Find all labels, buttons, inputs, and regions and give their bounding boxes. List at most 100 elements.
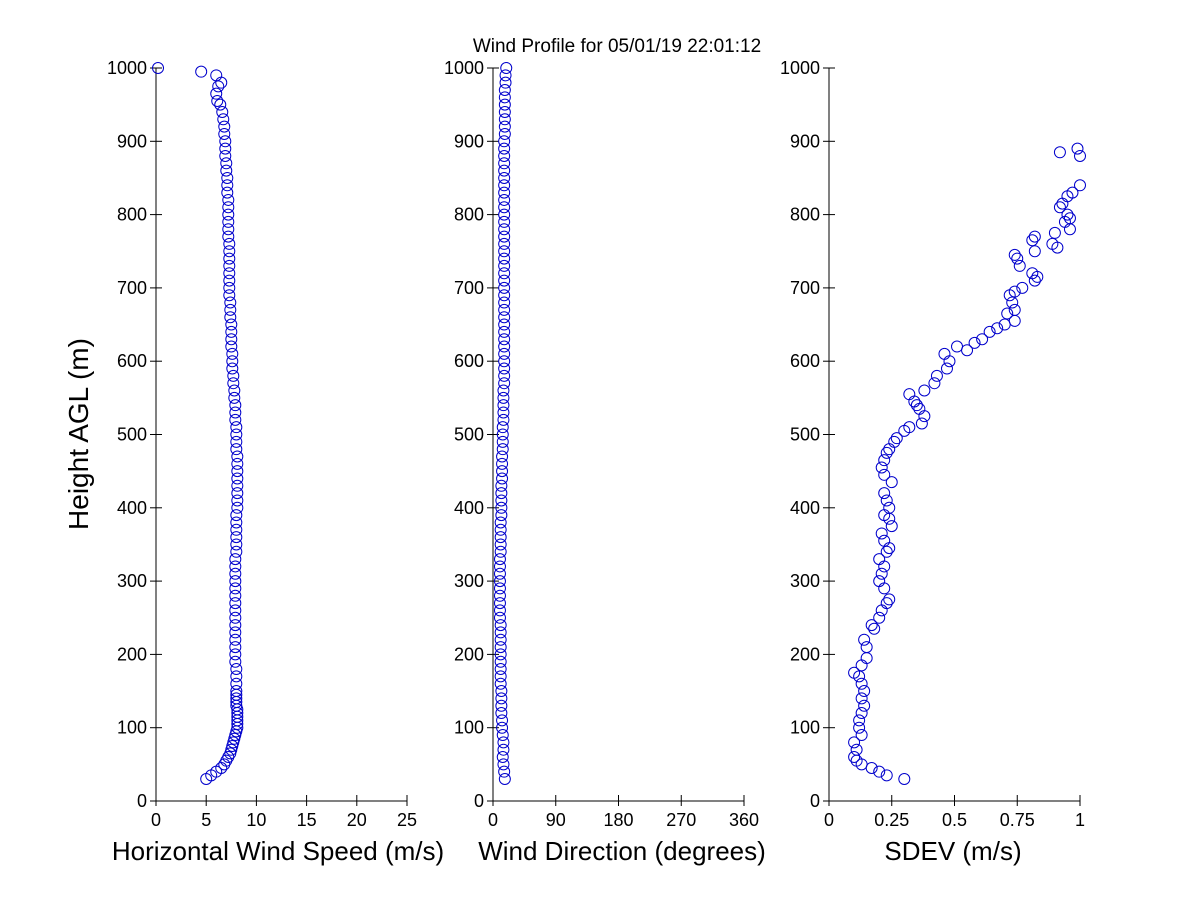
data-point xyxy=(497,413,510,426)
x-tick-label: 270 xyxy=(666,810,696,830)
y-tick-label: 700 xyxy=(790,278,820,298)
y-tick-label: 0 xyxy=(137,791,147,811)
data-point xyxy=(493,575,506,588)
data-point xyxy=(494,531,507,544)
data-point xyxy=(1048,226,1061,239)
data-point xyxy=(853,721,866,734)
data-point xyxy=(848,666,861,679)
data-point xyxy=(225,333,238,346)
data-point xyxy=(878,582,891,595)
data-point xyxy=(875,604,888,617)
data-point xyxy=(496,721,509,734)
data-point xyxy=(880,446,893,459)
data-point xyxy=(498,179,511,192)
data-point xyxy=(498,149,511,162)
data-point xyxy=(1008,285,1021,298)
data-point xyxy=(222,208,235,221)
data-point xyxy=(498,223,511,236)
data-point xyxy=(229,648,242,661)
data-point xyxy=(231,450,244,463)
data-point xyxy=(211,94,224,107)
data-point xyxy=(498,171,511,184)
data-point xyxy=(498,113,511,126)
data-point xyxy=(230,677,243,690)
data-point xyxy=(496,428,509,441)
data-point xyxy=(880,769,893,782)
data-point xyxy=(220,164,233,177)
data-point xyxy=(498,142,511,155)
data-point xyxy=(938,347,951,360)
data-point xyxy=(1028,245,1041,258)
data-point xyxy=(226,347,239,360)
data-point xyxy=(494,523,507,536)
data-point xyxy=(930,369,943,382)
data-point xyxy=(220,157,233,170)
data-point xyxy=(875,527,888,540)
data-point xyxy=(228,732,241,745)
data-point xyxy=(848,751,861,764)
data-point xyxy=(496,472,509,485)
data-point xyxy=(494,516,507,529)
data-point xyxy=(224,296,237,309)
data-point xyxy=(493,553,506,566)
data-point xyxy=(224,311,237,324)
data-point xyxy=(210,69,223,82)
x-tick-label: 0.75 xyxy=(1000,810,1035,830)
data-point xyxy=(498,369,511,382)
data-point xyxy=(1028,230,1041,243)
data-point xyxy=(229,655,242,668)
data-point xyxy=(495,479,508,492)
data-point xyxy=(850,743,863,756)
y-tick-label: 800 xyxy=(117,205,147,225)
y-tick-label: 300 xyxy=(790,571,820,591)
data-point xyxy=(883,443,896,456)
data-point xyxy=(212,80,225,93)
data-point xyxy=(230,685,243,698)
x-tick-label: 0.5 xyxy=(942,810,967,830)
data-point xyxy=(855,707,868,720)
data-point xyxy=(910,399,923,412)
panel-3: 0 100 200 300 400 500 600 700 800 900 1000 0 0.25 0.5… xyxy=(780,58,1086,866)
data-point xyxy=(496,457,509,470)
data-point xyxy=(498,311,511,324)
data-point xyxy=(498,274,511,287)
data-point xyxy=(495,699,508,712)
data-point xyxy=(494,648,507,661)
data-point xyxy=(216,105,229,118)
data-point xyxy=(493,604,506,617)
data-point xyxy=(229,633,242,646)
data-point xyxy=(903,421,916,434)
data-point xyxy=(853,714,866,727)
data-point xyxy=(878,487,891,500)
y-tick-label: 900 xyxy=(454,131,484,151)
data-point xyxy=(991,322,1004,335)
data-point xyxy=(888,435,901,448)
data-point xyxy=(983,325,996,338)
data-point xyxy=(493,597,506,610)
data-point xyxy=(498,333,511,346)
data-point xyxy=(875,567,888,580)
data-point xyxy=(497,736,510,749)
data-point xyxy=(497,399,510,412)
data-point xyxy=(229,553,242,566)
data-point xyxy=(152,62,165,74)
data-point xyxy=(231,457,244,470)
data-point xyxy=(230,663,243,676)
data-point xyxy=(496,465,509,478)
data-point xyxy=(1071,142,1084,155)
figure-title: Wind Profile for 05/01/19 22:01:12 xyxy=(473,36,761,57)
data-point xyxy=(498,267,511,280)
data-point xyxy=(496,714,509,727)
data-point xyxy=(968,336,981,349)
data-point xyxy=(494,626,507,639)
data-point xyxy=(1066,186,1079,199)
data-point xyxy=(222,201,235,214)
data-point xyxy=(961,344,974,357)
data-point xyxy=(1006,296,1019,309)
data-point xyxy=(498,773,511,786)
data-point xyxy=(494,663,507,676)
data-point xyxy=(495,494,508,507)
data-point xyxy=(230,670,243,683)
data-point xyxy=(221,186,234,199)
